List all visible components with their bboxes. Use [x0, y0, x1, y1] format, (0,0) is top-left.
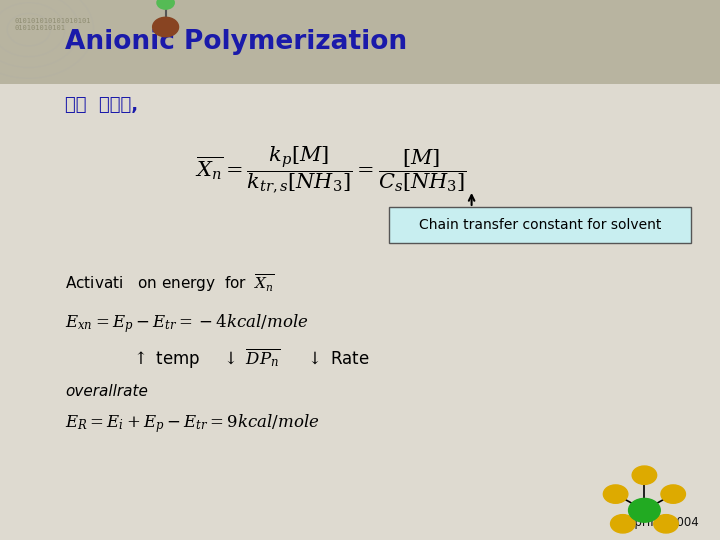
Circle shape	[153, 17, 179, 37]
FancyBboxPatch shape	[0, 0, 720, 84]
Text: Spring 2004: Spring 2004	[626, 516, 698, 529]
Text: $\mathit{E}_R = \mathit{E}_i + \mathit{E}_p - \mathit{E}_{tr} = 9kcal/mole$: $\mathit{E}_R = \mathit{E}_i + \mathit{E…	[65, 413, 320, 435]
Circle shape	[661, 485, 685, 503]
Text: 물이  없으면,: 물이 없으면,	[65, 96, 138, 114]
Text: $\overline{X_n} = \dfrac{k_p[M]}{k_{tr,s}[NH_3]} = \dfrac{[M]}{C_s[NH_3]}$: $\overline{X_n} = \dfrac{k_p[M]}{k_{tr,s…	[195, 145, 467, 195]
Circle shape	[611, 515, 635, 533]
Text: Activati   on energy  for  $\overline{X_n}$: Activati on energy for $\overline{X_n}$	[65, 273, 275, 294]
Text: 010101010101010101
010101010101: 010101010101010101 010101010101	[14, 18, 91, 31]
Text: Anionic Polymerization: Anionic Polymerization	[65, 29, 407, 55]
Text: $\uparrow$ temp    $\downarrow$ $\overline{DP_n}$     $\downarrow$ Rate: $\uparrow$ temp $\downarrow$ $\overline{…	[130, 347, 369, 371]
FancyBboxPatch shape	[389, 207, 691, 243]
Circle shape	[632, 466, 657, 484]
Circle shape	[603, 485, 628, 503]
Text: overallrate: overallrate	[65, 384, 148, 399]
Text: Chain transfer constant for solvent: Chain transfer constant for solvent	[419, 218, 661, 232]
Text: $\mathit{E}_{xn} = \mathit{E}_p - \mathit{E}_{tr} = -4kcal/mole$: $\mathit{E}_{xn} = \mathit{E}_p - \mathi…	[65, 313, 308, 335]
Circle shape	[629, 498, 660, 522]
Circle shape	[654, 515, 678, 533]
Circle shape	[157, 0, 174, 9]
